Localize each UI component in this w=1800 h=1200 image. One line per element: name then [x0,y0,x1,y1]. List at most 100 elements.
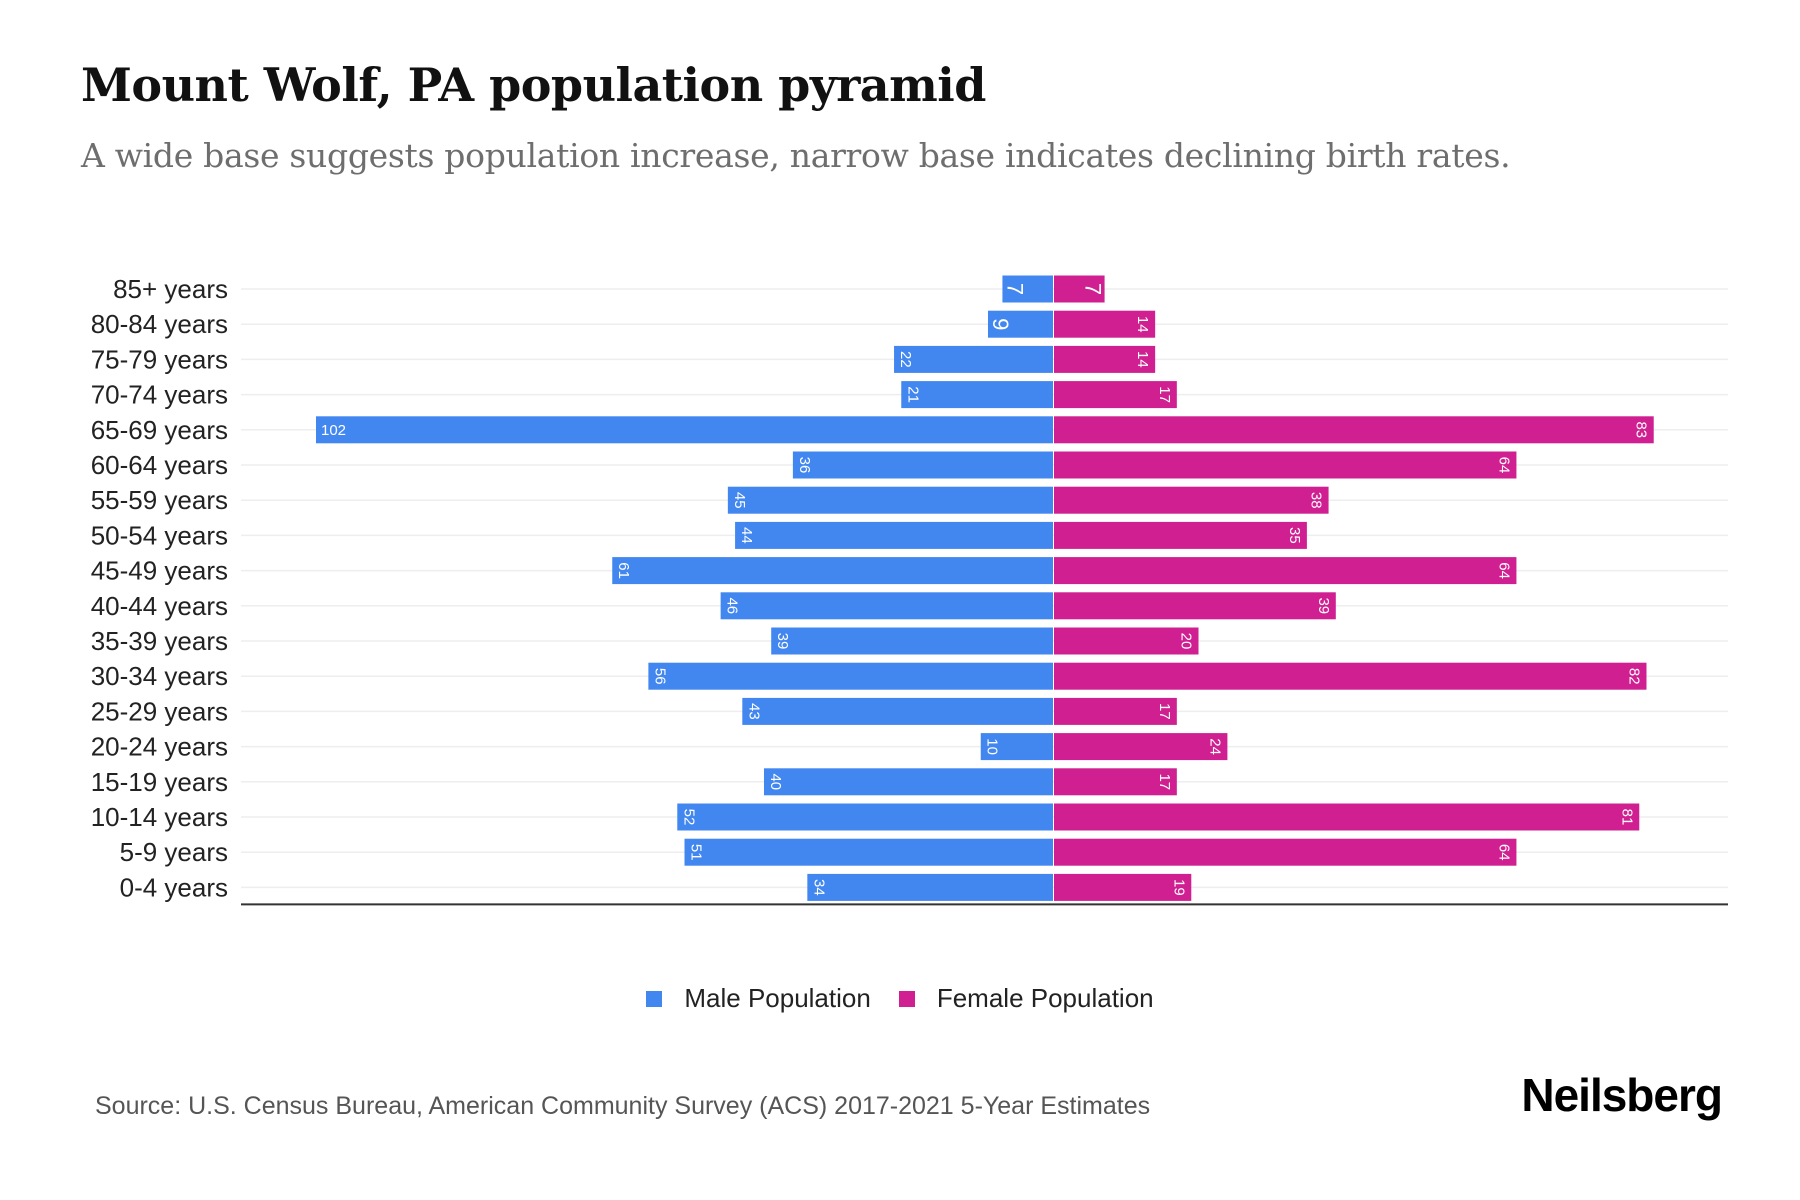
female-bar[interactable] [1054,486,1329,514]
female-bar[interactable] [1054,838,1517,866]
male-bar[interactable] [316,416,1053,444]
male-bar[interactable] [720,592,1053,620]
female-bar[interactable] [1054,627,1199,655]
gridlines [241,288,1728,889]
female-value-label: 7 [1081,283,1106,295]
female-value-label: 64 [1495,844,1512,861]
legend: Male Population Female Population [0,983,1800,1014]
female-value-label: 24 [1206,738,1223,755]
y-tick-label: 75-79 years [91,344,228,374]
female-value-label: 82 [1625,668,1642,685]
female-value-label: 64 [1495,562,1512,579]
male-bar[interactable] [771,627,1053,655]
male-bar[interactable] [735,521,1053,549]
legend-label-female: Female Population [936,983,1154,1013]
male-bar[interactable] [894,345,1053,373]
female-bar[interactable] [1054,873,1192,901]
y-tick-label: 70-74 years [91,380,228,410]
male-value-label: 52 [680,809,697,826]
female-value-label: 39 [1315,597,1332,614]
female-bar[interactable] [1054,345,1156,373]
age-group-labels: 85+ years 80-84 years 75-79 years 70-74 yea… [91,274,228,902]
male-value-label: 44 [738,527,755,544]
female-bar[interactable] [1054,521,1307,549]
female-bar[interactable] [1054,557,1517,585]
legend-item-female[interactable]: Female Population [898,983,1154,1014]
male-bar[interactable] [792,451,1053,479]
male-value-label: 21 [904,386,921,403]
male-bar[interactable] [763,768,1053,796]
female-value-label: 20 [1178,633,1195,650]
population-pyramid-chart: 85+ years 80-84 years 75-79 years 70-74 yea… [91,274,1728,906]
male-value-label: 46 [724,597,741,614]
female-value-label: 35 [1286,527,1303,544]
male-bar[interactable] [987,310,1053,338]
female-value-label: 14 [1134,316,1151,333]
y-tick-label: 85+ years [113,274,228,304]
male-bar[interactable] [807,873,1053,901]
male-value-label: 7 [1002,283,1027,295]
y-tick-label: 50-54 years [91,520,228,550]
y-tick-label: 65-69 years [91,415,228,445]
male-value-label: 40 [767,773,784,790]
male-value-label: 45 [731,492,748,509]
legend-item-male[interactable]: Male Population [646,983,871,1014]
male-value-label: 36 [796,457,813,474]
y-tick-label: 60-64 years [91,450,228,480]
female-value-label: 17 [1156,703,1173,720]
male-bar[interactable] [1002,275,1053,303]
y-tick-label: 15-19 years [91,767,228,797]
male-bar[interactable] [648,662,1053,690]
y-tick-label: 5-9 years [120,837,228,867]
y-tick-label: 35-39 years [91,626,228,656]
y-tick-label: 40-44 years [91,591,228,621]
y-tick-label: 25-29 years [91,696,228,726]
male-swatch-icon [646,990,663,1007]
y-tick-label: 10-14 years [91,802,228,832]
female-value-label: 17 [1156,386,1173,403]
female-value-label: 19 [1170,879,1187,896]
female-bar[interactable] [1054,697,1177,725]
male-bar[interactable] [677,803,1053,831]
female-bar[interactable] [1054,451,1517,479]
legend-label-male: Male Population [684,983,871,1013]
male-bar[interactable] [684,838,1054,866]
female-bar[interactable] [1054,275,1105,303]
y-tick-label: 80-84 years [91,309,228,339]
female-bar[interactable] [1054,416,1654,444]
female-value-label: 38 [1308,492,1325,509]
y-tick-label: 0-4 years [120,872,228,902]
male-value-label: 22 [897,351,914,368]
female-bar[interactable] [1054,733,1228,761]
female-value-label: 81 [1618,809,1635,826]
male-value-label: 34 [810,879,827,896]
y-tick-label: 45-49 years [91,556,228,586]
y-tick-label: 55-59 years [91,485,228,515]
female-value-label: 83 [1633,421,1650,438]
female-value-label: 64 [1495,457,1512,474]
male-value-label: 56 [651,668,668,685]
chart-title: Mount Wolf, PA population pyramid [81,58,986,112]
source-note: Source: U.S. Census Bureau, American Com… [95,1092,1151,1120]
male-value-label: 9 [988,318,1013,330]
female-bar[interactable] [1054,381,1177,409]
male-bar[interactable] [742,697,1053,725]
male-bar[interactable] [901,381,1053,409]
male-value-label: 61 [615,562,632,579]
female-bar[interactable] [1054,310,1156,338]
female-bar[interactable] [1054,592,1336,620]
female-swatch-icon [898,990,915,1007]
male-bar[interactable] [612,557,1053,585]
female-bar[interactable] [1054,662,1647,690]
male-value-label: 43 [745,703,762,720]
female-bar[interactable] [1054,803,1640,831]
y-tick-label: 20-24 years [91,732,228,762]
male-value-label: 39 [774,633,791,650]
male-value-label: 10 [984,738,1001,755]
y-tick-label: 30-34 years [91,661,228,691]
male-bar[interactable] [727,486,1053,514]
female-bar[interactable] [1054,768,1177,796]
brand-logo[interactable]: Neilsberg [1521,1069,1723,1121]
male-bar[interactable] [980,733,1053,761]
female-value-label: 17 [1156,773,1173,790]
